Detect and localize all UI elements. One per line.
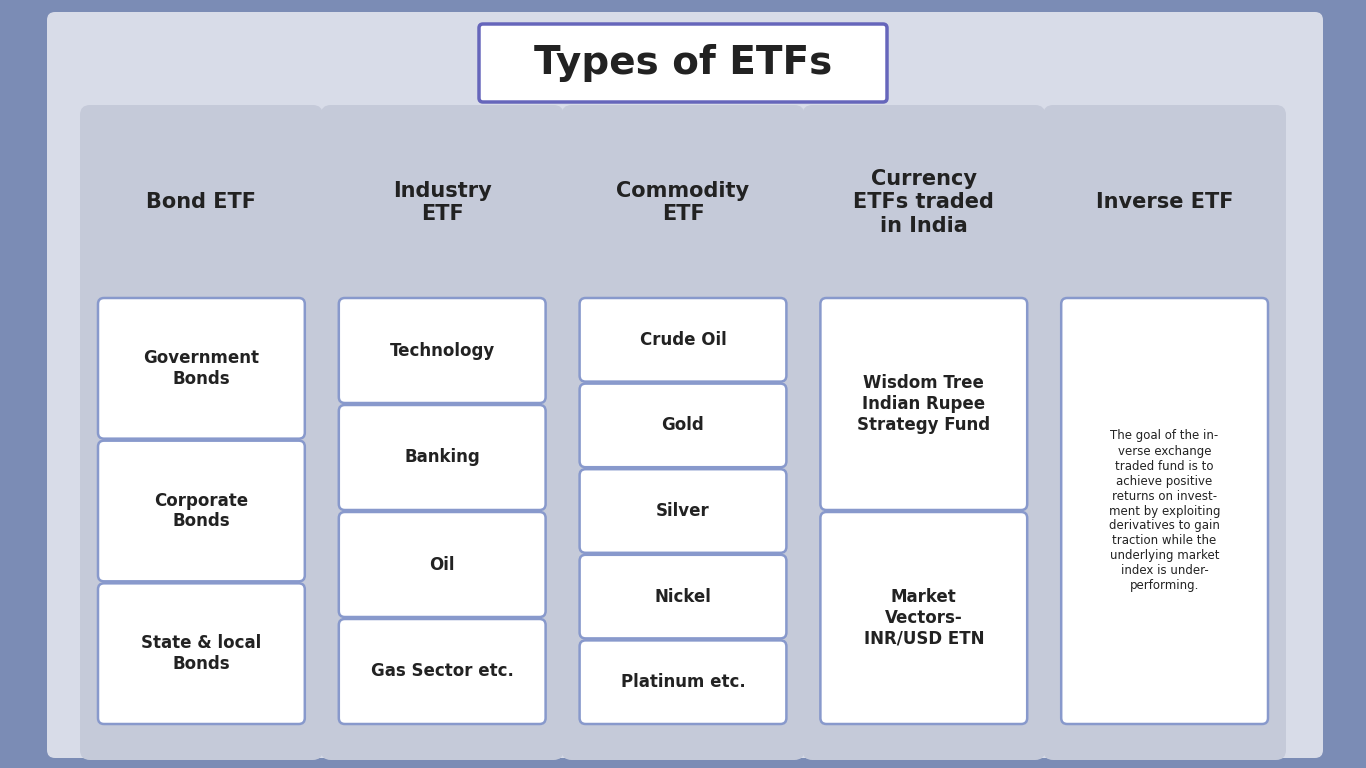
Text: Crude Oil: Crude Oil (639, 331, 727, 349)
FancyBboxPatch shape (561, 105, 805, 760)
FancyBboxPatch shape (321, 105, 564, 760)
FancyBboxPatch shape (1044, 105, 1285, 760)
FancyBboxPatch shape (81, 105, 322, 760)
FancyBboxPatch shape (339, 512, 545, 617)
FancyBboxPatch shape (46, 12, 1324, 758)
Text: Wisdom Tree
Indian Rupee
Strategy Fund: Wisdom Tree Indian Rupee Strategy Fund (858, 374, 990, 434)
Text: Technology: Technology (389, 342, 494, 359)
Text: Types of ETFs: Types of ETFs (534, 44, 832, 82)
Text: Commodity
ETF: Commodity ETF (616, 181, 750, 224)
FancyBboxPatch shape (339, 405, 545, 510)
Text: State & local
Bonds: State & local Bonds (141, 634, 261, 673)
Text: Currency
ETFs traded
in India: Currency ETFs traded in India (854, 169, 994, 236)
FancyBboxPatch shape (579, 469, 787, 553)
Text: Nickel: Nickel (654, 588, 712, 606)
Text: Corporate
Bonds: Corporate Bonds (154, 492, 249, 531)
Text: Market
Vectors-
INR/USD ETN: Market Vectors- INR/USD ETN (863, 588, 984, 647)
FancyBboxPatch shape (802, 105, 1045, 760)
Text: Banking: Banking (404, 449, 479, 466)
FancyBboxPatch shape (821, 298, 1027, 510)
FancyBboxPatch shape (1061, 298, 1268, 724)
Text: Bond ETF: Bond ETF (146, 193, 257, 213)
FancyBboxPatch shape (98, 584, 305, 724)
FancyBboxPatch shape (98, 298, 305, 439)
Text: Inverse ETF: Inverse ETF (1096, 193, 1233, 213)
FancyBboxPatch shape (339, 619, 545, 724)
FancyBboxPatch shape (479, 24, 887, 102)
FancyBboxPatch shape (821, 512, 1027, 724)
Text: The goal of the in-
verse exchange
traded fund is to
achieve positive
returns on: The goal of the in- verse exchange trade… (1109, 429, 1220, 592)
Text: Industry
ETF: Industry ETF (393, 181, 492, 224)
Text: Oil: Oil (429, 555, 455, 574)
FancyBboxPatch shape (579, 554, 787, 638)
FancyBboxPatch shape (579, 383, 787, 467)
FancyBboxPatch shape (579, 641, 787, 724)
Text: Gas Sector etc.: Gas Sector etc. (370, 663, 514, 680)
Text: Gold: Gold (661, 416, 705, 435)
Text: Silver: Silver (656, 502, 710, 520)
FancyBboxPatch shape (579, 298, 787, 382)
FancyBboxPatch shape (339, 298, 545, 403)
FancyBboxPatch shape (98, 441, 305, 581)
Text: Government
Bonds: Government Bonds (143, 349, 260, 388)
Text: Platinum etc.: Platinum etc. (620, 674, 746, 691)
